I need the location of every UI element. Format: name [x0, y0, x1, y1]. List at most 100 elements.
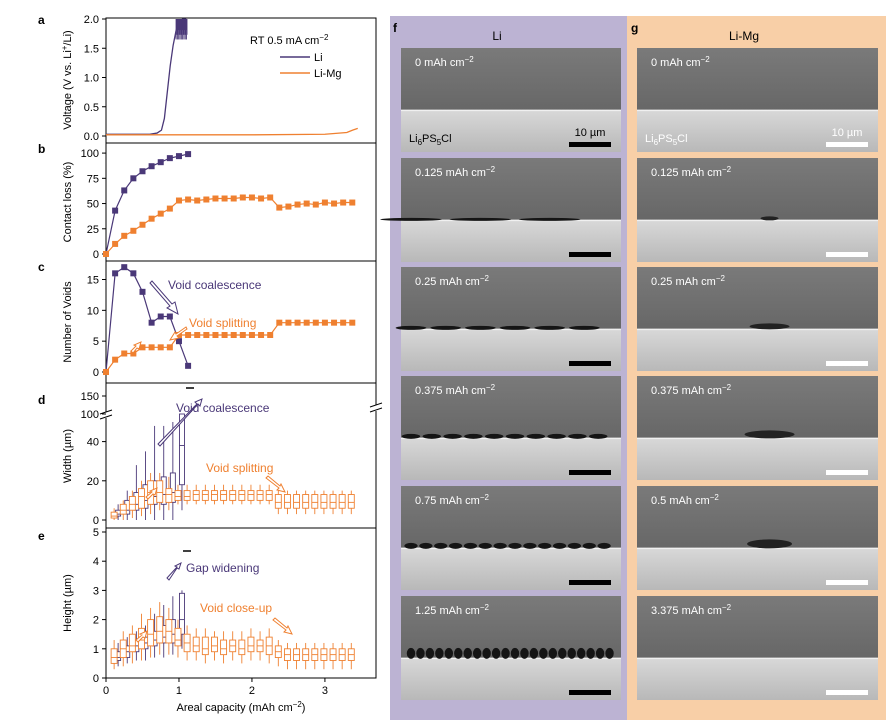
- contact-loss-point-li-mg: [276, 204, 283, 211]
- voids-point-li-mg: [312, 319, 319, 326]
- height-box-li-mg: [147, 619, 155, 647]
- voids-point-li-mg: [248, 332, 255, 338]
- contact-loss-point-li: [185, 151, 192, 158]
- f-sem-void: [588, 433, 608, 439]
- f-sem-capacity-sup: −2: [480, 274, 490, 283]
- f-sem-capacity-sup: −2: [486, 383, 496, 392]
- f-sem-void: [380, 217, 442, 221]
- width-box-li: [169, 472, 176, 503]
- height-plot: 0 1 2 3 4 5 0 1 2 3 Height (µm) Gap widening Voi…: [62, 527, 377, 714]
- g-scale-bar: [826, 690, 868, 695]
- f-sem-capacity-label: 0 mAh cm−2: [415, 55, 474, 69]
- voids-point-li-mg: [185, 332, 192, 338]
- width-box-li-mg: [110, 511, 118, 519]
- contact-loss-point-li-mg: [103, 251, 109, 257]
- f-sem-void: [404, 542, 418, 549]
- contact-loss-point-li-mg: [157, 210, 164, 217]
- panel-g-images: 0 mAh cm−2 10 µm Li6PS5Cl 0.125 mAh cm−2 0.2…: [637, 48, 878, 700]
- contact-loss-point-li-mg: [294, 201, 301, 208]
- f-sem-void: [419, 542, 433, 549]
- voids-point-li: [157, 313, 164, 320]
- voids-point-li: [148, 319, 155, 326]
- contact-loss-plot: 0 25 50 75 100 Contact loss (%): [62, 142, 377, 262]
- voltage-ytick-label: 1.0: [84, 73, 99, 85]
- f-sem-void: [505, 433, 525, 439]
- f-scale-bar: [569, 361, 611, 366]
- voids-point-li-mg: [148, 344, 155, 351]
- f-material-part: Cl: [441, 133, 451, 145]
- g-material-part: 6: [654, 138, 659, 147]
- f-material-part: 6: [418, 138, 423, 147]
- g-sem-capacity-label: 0.125 mAh cm−2: [651, 165, 732, 179]
- contact-loss-point-li-mg: [112, 240, 119, 247]
- voids-point-li-mg: [340, 319, 347, 326]
- f-sem-void: [430, 325, 462, 330]
- f-sem-capacity-label: 0.25 mAh cm−2: [415, 274, 489, 288]
- x-axis-label: Areal capacity (mAh cm−2): [177, 700, 306, 714]
- width-box-li: [179, 413, 185, 486]
- f-sem-void: [595, 647, 605, 659]
- height-ytick-label: 5: [93, 527, 99, 539]
- width-ytick-label: 0: [93, 515, 99, 527]
- height-box-li-mg: [128, 633, 136, 653]
- voltage-ytick-label: 2.0: [84, 14, 99, 26]
- voids-ytick-label: 5: [93, 336, 99, 348]
- contact-loss-point-li-mg: [203, 196, 210, 203]
- voltage-line-li: [106, 18, 187, 135]
- legend-li-label: Li: [314, 52, 323, 64]
- f-scale-bar: [569, 470, 611, 475]
- g-sem-capacity-sup: −2: [722, 165, 732, 174]
- voids-point-li-mg: [130, 350, 137, 357]
- contact-loss-point-li: [112, 207, 119, 214]
- panel-f-images: 0 mAh cm−2 10 µm Li6PS5Cl 0.125 mAh cm−2 0.2…: [380, 48, 621, 700]
- contact-loss-point-li-mg: [130, 227, 137, 234]
- g-material-part: 5: [673, 138, 678, 147]
- width-ytick-label: 100: [81, 409, 99, 421]
- f-scale-bar: [569, 142, 611, 147]
- width-box-li-mg: [156, 480, 164, 503]
- contact-loss-point-li-mg: [185, 196, 192, 203]
- g-scale-bar: [826, 361, 868, 366]
- contact-loss-point-li-mg: [239, 194, 246, 201]
- g-sem-void: [749, 323, 790, 330]
- g-sem-capacity-sup: −2: [722, 383, 732, 392]
- x-tick-label: 1: [176, 685, 182, 697]
- g-sem-void: [744, 430, 795, 439]
- f-sem-void: [395, 325, 427, 330]
- f-sem-capacity-label: 0.75 mAh cm−2: [415, 493, 489, 507]
- voids-line-li-mg: [105, 322, 353, 373]
- contact-loss-point-li-mg: [221, 195, 228, 202]
- f-sem-void: [518, 217, 581, 221]
- f-sem-void: [567, 647, 576, 659]
- width-splitting-arrow: [265, 475, 286, 493]
- height-box-li-mg: [201, 636, 209, 656]
- f-material-part: 5: [437, 138, 442, 147]
- f-sem-capacity-label: 0.375 mAh cm−2: [415, 383, 496, 397]
- f-sem-capacity-sup: −2: [465, 55, 475, 64]
- f-sem-void: [539, 647, 548, 659]
- f-sem-void: [425, 647, 435, 659]
- contact-loss-point-li: [130, 175, 137, 182]
- width-box-li-mg: [183, 490, 191, 501]
- f-sem-capacity-label: 1.25 mAh cm−2: [415, 603, 489, 617]
- f-sem-void: [534, 325, 566, 330]
- height-annotation-closeup: Void close-up: [200, 601, 272, 615]
- f-sem-void: [454, 647, 463, 659]
- contact-loss-point-li-mg: [166, 205, 173, 212]
- contact-loss-point-li-mg: [175, 197, 182, 204]
- f-sem-void: [523, 542, 537, 549]
- contact-loss-ytick-label: 50: [87, 199, 99, 211]
- width-splitting-small-arrow: [145, 487, 158, 500]
- voids-point-li-mg: [157, 344, 164, 351]
- f-sem-void: [548, 647, 558, 659]
- g-sem-void: [747, 539, 793, 549]
- voids-point-li: [121, 264, 128, 271]
- voids-line-li: [105, 266, 189, 373]
- voids-point-li-mg: [221, 332, 228, 338]
- voids-point-li-mg: [321, 319, 328, 326]
- g-material-part: PS: [658, 133, 673, 145]
- voids-point-li: [166, 313, 173, 320]
- width-box-li-mg: [174, 490, 182, 501]
- width-box-li-mg: [192, 490, 200, 501]
- width-box-li-mg: [247, 490, 255, 501]
